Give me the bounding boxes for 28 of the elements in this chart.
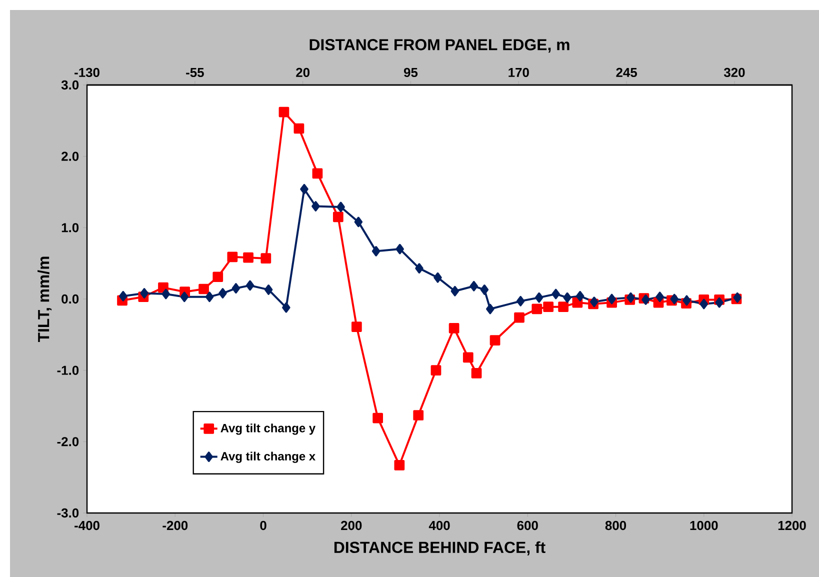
x2-tick-label: -130 <box>74 68 100 78</box>
y-tick-label: -2.0 <box>57 437 79 446</box>
y-tick-label: 3.0 <box>61 80 79 90</box>
x-tick-label: 600 <box>517 520 538 530</box>
x-tick-label: 0 <box>260 520 266 530</box>
y-tick-label: 0.0 <box>62 294 79 304</box>
y-tick-label: 2.0 <box>62 152 79 161</box>
x-tick-label: 1000 <box>690 520 718 530</box>
x-tick-label: 1200 <box>778 520 806 530</box>
x-tick-label: 800 <box>605 520 626 530</box>
x2-tick-label: 170 <box>508 68 529 78</box>
x-tick-label: 400 <box>428 520 450 530</box>
x2-tick-label: 95 <box>404 68 418 78</box>
y-tick-label: 1.0 <box>62 223 79 232</box>
x-axis-title: DISTANCE BEHIND FACE, ft <box>334 541 546 556</box>
y-tick-label: -1.0 <box>57 366 79 375</box>
x-tick-label: 200 <box>341 520 362 530</box>
x-tick-label: -400 <box>74 520 100 530</box>
x2-tick-label: 320 <box>724 68 745 78</box>
x2-tick-label: 20 <box>296 68 310 78</box>
x2-axis-title: DISTANCE FROM PANEL EDGE, m <box>310 39 570 53</box>
x2-tick-label: 245 <box>616 68 637 78</box>
y-tick-label: -3.0 <box>57 508 79 518</box>
x-tick-label: -200 <box>162 520 188 530</box>
legend-label: Avg tilt change x <box>220 452 316 463</box>
y-axis-title: TILT, mm/m <box>38 256 52 342</box>
legend-label: Avg tilt change y <box>220 424 316 435</box>
x2-tick-label: -55 <box>186 68 204 78</box>
